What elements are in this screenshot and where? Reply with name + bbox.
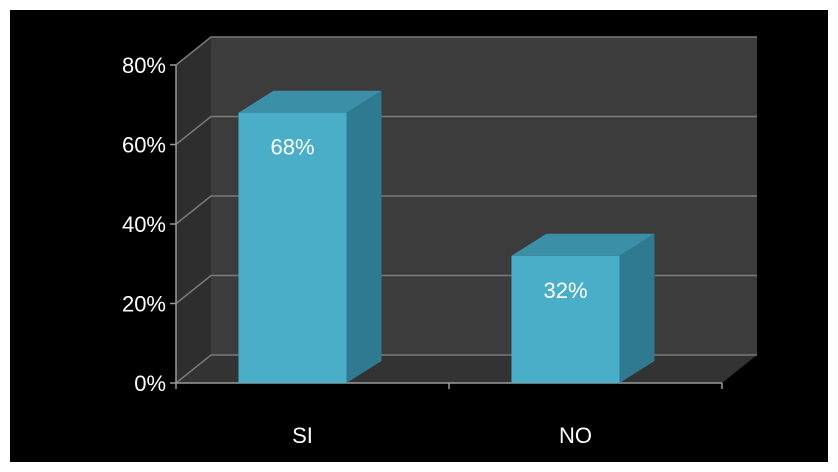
y-tick-label: 60% <box>122 133 166 158</box>
bar-front <box>238 112 347 383</box>
bar-top <box>511 233 655 256</box>
x-axis-label: NO <box>559 423 592 448</box>
bar-front <box>511 255 620 383</box>
x-axis-labels: SI NO <box>292 423 592 448</box>
bar <box>238 90 382 383</box>
bar-top <box>238 90 382 113</box>
y-tick-label: 0% <box>134 371 166 396</box>
bar-side <box>619 233 655 383</box>
bar-side <box>346 90 382 383</box>
gridline <box>175 36 757 66</box>
y-tick-label: 80% <box>122 53 166 78</box>
bars <box>238 90 655 383</box>
data-labels: 68% 32% <box>270 135 587 303</box>
bar <box>511 233 655 383</box>
gridline <box>175 115 757 146</box>
x-axis-label: SI <box>292 423 313 448</box>
data-label: 68% <box>270 135 314 160</box>
y-tick-label: 40% <box>122 212 166 237</box>
gridline <box>175 195 757 225</box>
data-label: 32% <box>543 278 587 303</box>
y-axis-ticks: 0% 20% 40% 60% 80% <box>122 53 176 396</box>
y-tick-label: 20% <box>122 292 166 317</box>
